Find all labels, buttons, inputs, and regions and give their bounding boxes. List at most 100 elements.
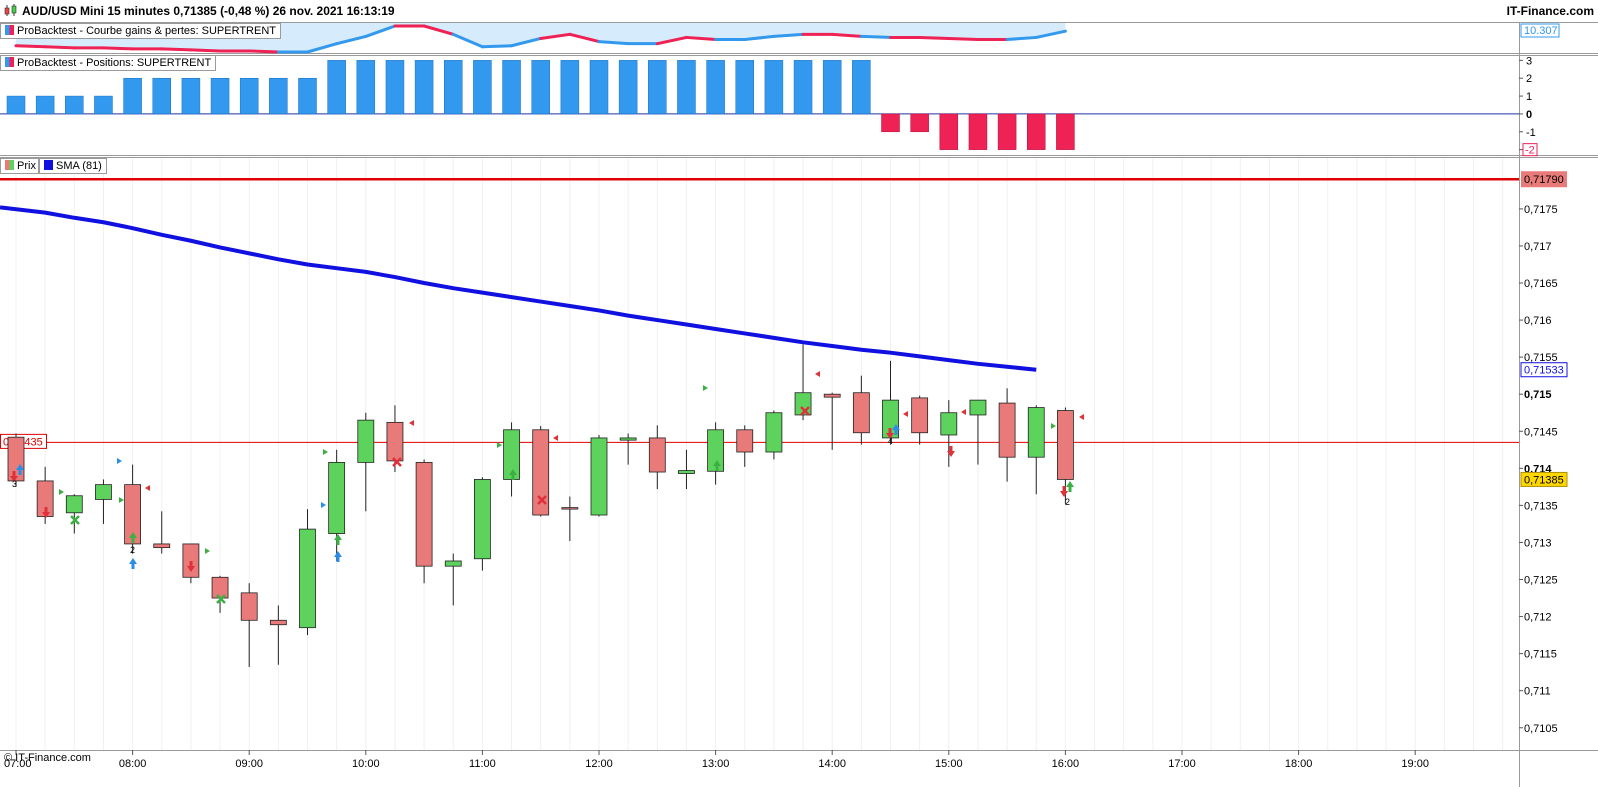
candle [153, 511, 171, 554]
equity-line-segment [335, 34, 368, 46]
price-tick-label: 0,7105 [1524, 723, 1558, 735]
candle-body [1057, 410, 1074, 480]
signal-triangle-icon [497, 442, 502, 448]
equity-legend[interactable]: ProBacktest - Courbe gains & pertes: SUP… [0, 23, 282, 39]
position-bar [152, 77, 171, 115]
price-tick-label: 0,7145 [1524, 426, 1558, 438]
trade-count-label: 4 [888, 436, 893, 446]
price-tick-label: 0,7125 [1524, 575, 1558, 587]
positions-swatch-icon [5, 57, 14, 67]
signal-triangle-icon [903, 411, 908, 417]
equity-line-segment [247, 49, 280, 54]
time-tick-label: 08:00 [119, 758, 147, 770]
time-tick-label: 11:00 [469, 758, 496, 770]
sma-value-badge [1520, 362, 1568, 378]
candlestick-icon [4, 4, 17, 16]
candle-body [1027, 407, 1045, 458]
position-bar [910, 113, 929, 133]
candle-body [619, 437, 637, 441]
time-tick-label: 07:00 [4, 758, 32, 770]
time-tick-label: 14:00 [818, 758, 846, 770]
candle-body [357, 419, 375, 463]
candle [911, 395, 929, 445]
position-bar [35, 95, 55, 115]
position-bar [6, 95, 26, 115]
reference-line-label: 0,71790 [1524, 174, 1564, 186]
candle-body [328, 461, 346, 534]
equity-line-segment [830, 32, 863, 38]
position-bar [181, 77, 201, 115]
position-bar [560, 60, 580, 115]
candle [590, 434, 608, 517]
position-bar [414, 60, 434, 115]
equity-line-segment [101, 46, 135, 51]
time-tick-label: 17:00 [1168, 758, 1196, 770]
positions-legend[interactable]: ProBacktest - Positions: SUPERTRENT [0, 55, 217, 71]
buy-arrow-icon [334, 551, 342, 562]
equity-line-segment [947, 36, 980, 42]
price-tick-label: 0,716 [1524, 315, 1552, 327]
signal-triangle-icon [59, 489, 64, 495]
candle-body [65, 495, 83, 514]
position-bar [356, 60, 376, 115]
equity-swatch-icon [5, 25, 14, 35]
candle-body [911, 397, 929, 434]
price-legend[interactable]: Prix [0, 158, 39, 174]
candle [736, 425, 754, 467]
candle [503, 422, 520, 497]
buy-arrow-icon [713, 460, 721, 471]
sell-arrow-icon [187, 561, 195, 572]
buy-arrow-icon [509, 469, 517, 480]
candle [269, 605, 287, 665]
equity-line-segment [539, 32, 572, 40]
position-bar [444, 60, 463, 115]
position-bar [1027, 113, 1046, 150]
trade-count-label: 2 [1065, 497, 1070, 507]
candle [473, 477, 491, 571]
candle-body [940, 412, 958, 436]
candle-body [852, 392, 870, 434]
price-swatch-icon [5, 160, 14, 170]
sma-legend[interactable]: SMA (81) [39, 158, 107, 174]
price-tick-label: 0,713 [1524, 537, 1552, 549]
position-bar [618, 60, 638, 115]
position-bar [473, 60, 492, 115]
candle-body [532, 429, 550, 516]
sell-arrow-icon [42, 507, 50, 518]
position-bar [1056, 113, 1075, 150]
position-bar [239, 77, 259, 115]
candle-body [124, 484, 141, 545]
candle-body [299, 528, 316, 629]
equity-line-segment [364, 24, 397, 38]
signal-triangle-icon [205, 548, 210, 554]
exit-cross-icon [70, 515, 80, 525]
candle-body [707, 429, 724, 472]
time-tick-label: 16:00 [1052, 758, 1080, 770]
sma-swatch-icon [44, 160, 53, 170]
candle [444, 553, 462, 606]
chart-title: AUD/USD Mini 15 minutes 0,71385 (-0,48 %… [22, 4, 395, 18]
position-bar [793, 60, 813, 115]
candle [852, 375, 870, 445]
price-tick-label: 0,7175 [1524, 204, 1558, 216]
exit-cross-icon [216, 594, 226, 604]
equity-line-segment [1005, 35, 1038, 42]
candle [240, 583, 258, 667]
sma-value-label: 0,71533 [1524, 365, 1564, 377]
equity-line-segment [14, 44, 47, 49]
signal-triangle-icon [1051, 423, 1056, 429]
candle [1027, 405, 1045, 495]
position-bar [210, 77, 230, 115]
brand-label: IT-Finance.com [1506, 4, 1594, 18]
candle [765, 410, 783, 460]
position-bar [648, 60, 667, 115]
equity-line-segment [918, 35, 951, 40]
trade-count-label: 2 [130, 545, 135, 555]
candle-body [269, 619, 287, 626]
candle [619, 433, 637, 465]
positions-tick-label: 0 [1526, 109, 1532, 121]
positions-value-badge [1522, 143, 1538, 157]
buy-arrow-icon [1066, 481, 1074, 492]
signal-triangle-icon [703, 385, 708, 391]
